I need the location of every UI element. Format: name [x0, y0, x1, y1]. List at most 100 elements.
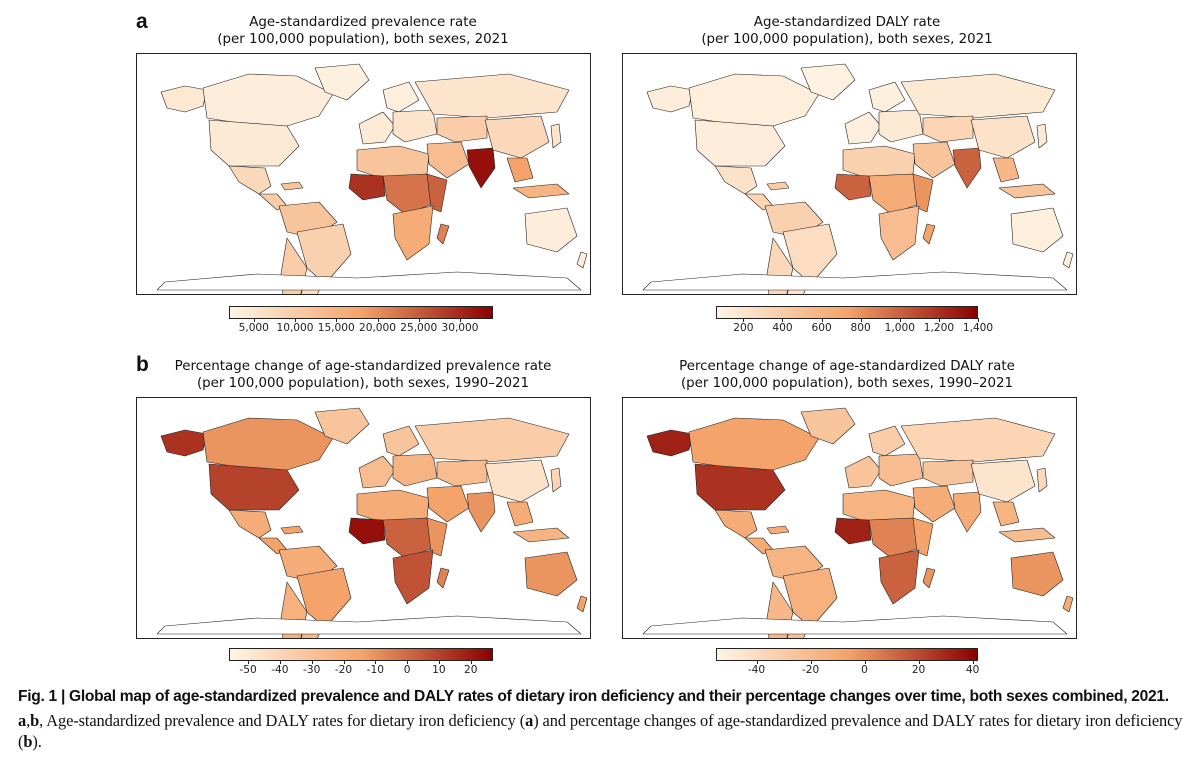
region-middle-east: [912, 485, 956, 523]
legend-tick-label: 10: [432, 664, 446, 676]
region-china: [484, 459, 550, 503]
panel-letter-b: b: [136, 353, 149, 376]
caption-title: Fig. 1 | Global map of age-standardized …: [18, 688, 1169, 705]
region-greenland: [800, 63, 856, 101]
region-india: [466, 491, 496, 533]
region-alaska: [646, 85, 694, 113]
legend-tick: [782, 318, 784, 322]
region-caribbean: [280, 181, 304, 191]
legend-tick: [343, 660, 345, 664]
world-map: [642, 407, 1074, 638]
region-se-asia: [506, 501, 534, 527]
legend-tick: [336, 318, 338, 322]
region-n-africa: [842, 145, 916, 179]
caption-ref-a: a: [18, 711, 27, 730]
region-s-africa: [878, 549, 920, 605]
region-new-zealand: [576, 251, 588, 269]
region-caribbean: [766, 525, 790, 535]
region-indonesia: [998, 527, 1056, 543]
caption-text-3: ).: [32, 732, 42, 751]
legend-tick-label: 25,000: [400, 322, 438, 334]
region-w-africa: [834, 517, 872, 545]
region-central-asia: [436, 115, 488, 143]
region-canada: [202, 73, 334, 127]
legend-tick: [279, 660, 281, 664]
region-caribbean: [280, 525, 304, 535]
legend-tick: [864, 660, 866, 664]
region-russia: [414, 417, 570, 463]
region-mexico: [714, 165, 758, 195]
region-alaska: [160, 429, 208, 457]
legend-tick-label: 1,000: [884, 322, 915, 334]
region-scandinavia: [868, 425, 906, 457]
region-scandinavia: [382, 81, 420, 113]
region-indonesia: [512, 527, 570, 543]
legend-tick-label: 20,000: [358, 322, 397, 334]
region-india: [952, 147, 982, 189]
legend-tick-label: 20: [463, 664, 478, 676]
region-antarctica: [156, 615, 582, 635]
legend-tick-label: 0: [403, 664, 411, 676]
legend-tick-label: 0: [861, 664, 868, 676]
figure-caption: Fig. 1 | Global map of age-standardized …: [18, 686, 1188, 752]
map-daly-change: [622, 397, 1077, 639]
region-new-zealand: [1062, 595, 1074, 613]
legend-tick-label: -40: [747, 664, 766, 676]
legend-tick-label: 1,400: [962, 322, 994, 334]
map-prevalence-2021: [136, 53, 591, 295]
region-japan: [1036, 123, 1048, 149]
region-canada: [688, 73, 820, 127]
map-title-line2: (per 100,000 population), both sexes, 20…: [701, 32, 993, 47]
region-europe-e: [878, 109, 924, 143]
region-w-africa: [348, 517, 386, 545]
legend-tick-label: -40: [271, 664, 289, 676]
region-w-africa: [834, 173, 872, 201]
legend-tick: [972, 660, 974, 664]
region-mexico: [714, 509, 758, 539]
legend-tick: [899, 318, 901, 322]
legend-tick-label: -20: [334, 664, 353, 676]
region-australia: [524, 551, 578, 597]
region-madagascar: [922, 223, 936, 245]
region-w-africa: [348, 173, 386, 201]
region-usa: [694, 463, 786, 511]
legend-tick-label: 1,200: [923, 322, 955, 334]
world-map: [156, 407, 588, 638]
map-title-daly-2021: Age-standardized DALY rate (per 100,000 …: [612, 14, 1082, 48]
region-brazil: [296, 223, 352, 285]
region-japan: [550, 467, 562, 493]
map-title-line1: Age-standardized prevalence rate: [249, 15, 477, 30]
region-e-africa: [426, 173, 448, 213]
map-title-prevalence-change: Percentage change of age-standardized pr…: [128, 358, 598, 392]
map-title-prevalence-2021: Age-standardized prevalence rate (per 10…: [128, 14, 598, 48]
region-madagascar: [922, 567, 936, 589]
region-usa: [208, 119, 300, 167]
region-middle-east: [426, 485, 470, 523]
legend-tick: [978, 318, 979, 322]
map-title-line2: (per 100,000 population), both sexes, 19…: [196, 376, 530, 391]
region-scandinavia: [868, 81, 906, 113]
region-indonesia: [998, 183, 1056, 199]
region-greenland: [800, 407, 856, 445]
region-japan: [1036, 467, 1048, 493]
map-title-line1: Percentage change of age-standardized DA…: [679, 359, 1015, 374]
caption-text-1: , Age-standardized prevalence and DALY r…: [39, 711, 526, 730]
map-title-line2: (per 100,000 population), both sexes, 20…: [217, 32, 509, 47]
region-europe-e: [878, 453, 924, 487]
legend-tick: [743, 318, 745, 322]
legend-tick: [248, 660, 250, 664]
region-antarctica: [642, 271, 1068, 291]
region-brazil: [782, 223, 838, 285]
region-mexico: [228, 509, 272, 539]
region-se-asia: [506, 157, 534, 183]
legend-tick: [253, 318, 255, 322]
legend-tick-label: 10,000: [276, 322, 314, 334]
legend-tick: [470, 660, 472, 664]
region-australia: [1010, 551, 1064, 597]
region-middle-east: [426, 141, 470, 179]
legend-tick: [375, 660, 377, 664]
panel-letter-a: a: [136, 10, 148, 33]
caption-body: a,b, Age-standardized prevalence and DAL…: [18, 710, 1188, 752]
region-china: [970, 459, 1036, 503]
legend-tick-label: 800: [850, 322, 871, 334]
